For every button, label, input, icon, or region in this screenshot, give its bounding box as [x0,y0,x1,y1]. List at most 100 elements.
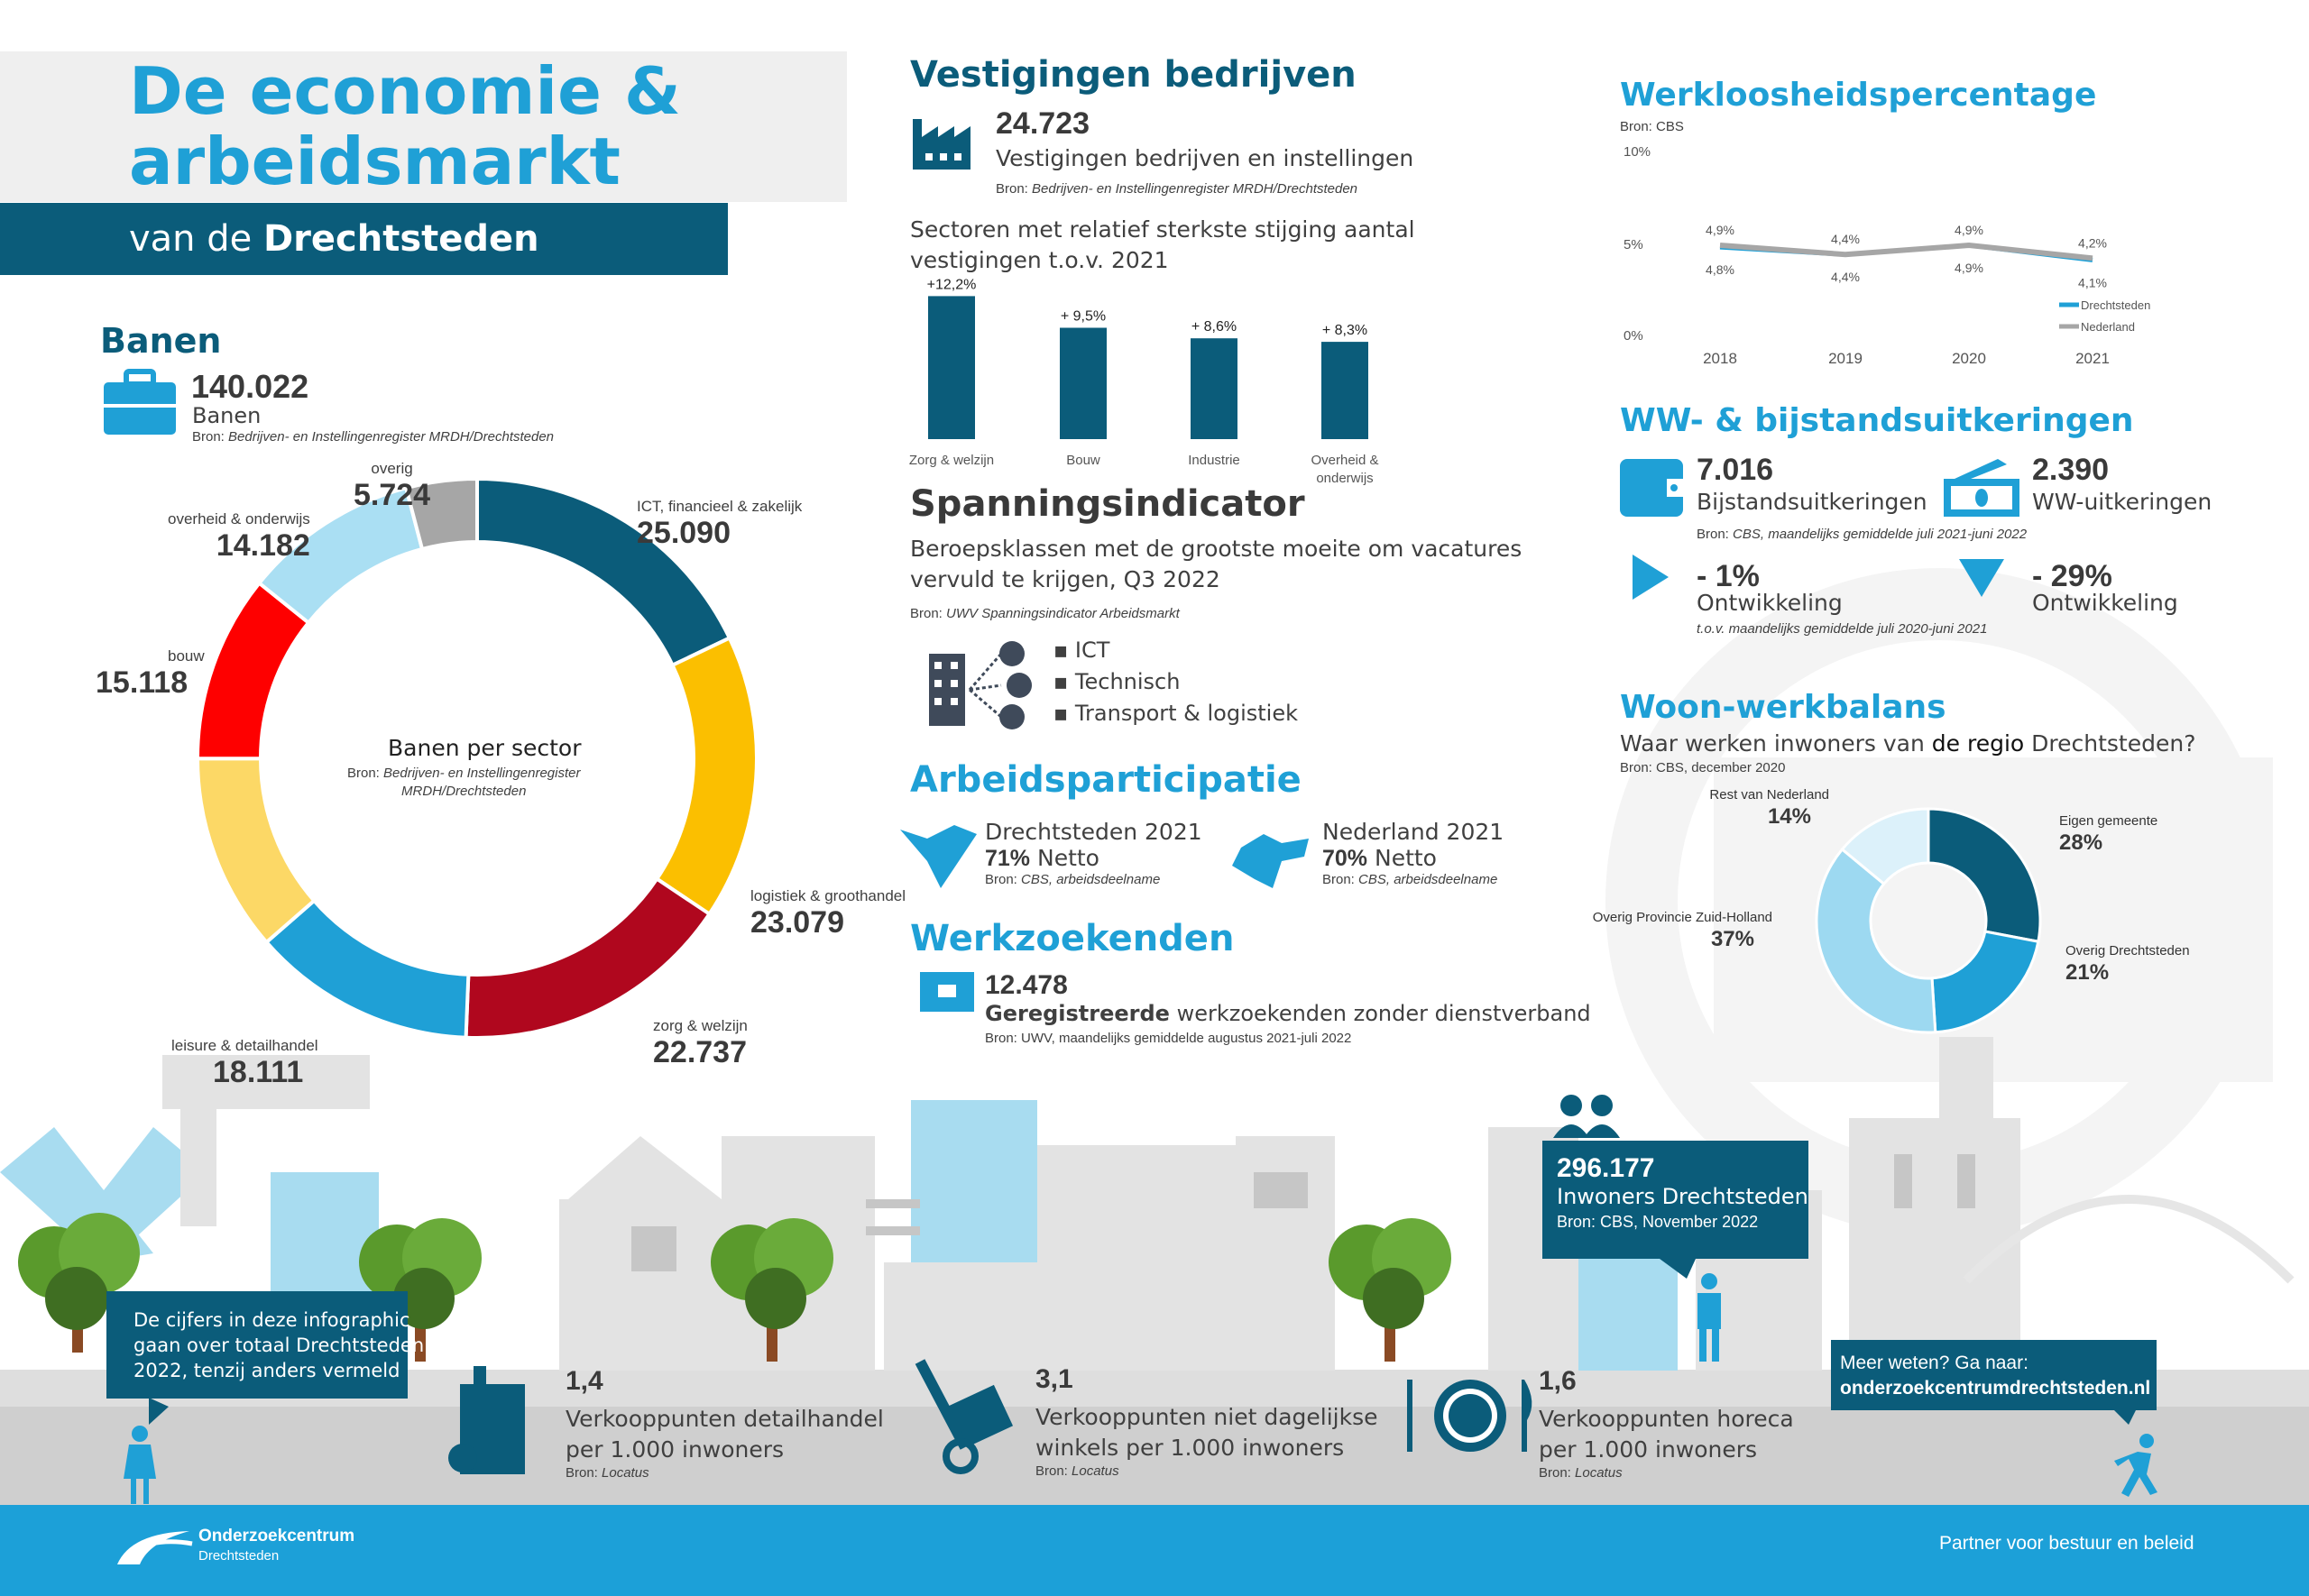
uitkeringen-heading: WW- & bijstandsuitkeringen [1620,402,2134,439]
person-icon [1660,1259,1721,1362]
data-label: 4,8% [1706,262,1734,277]
sector-name: ICT, financieel & zakelijk [637,498,803,515]
triangle-down-icon [1959,559,2004,597]
list-item-text: Transport & logistiek [1074,701,1298,726]
uitkeringen-source: Bron: CBS, maandelijks gemiddelde juli 2… [1697,527,2027,542]
website-link[interactable]: onderzoekcentrumdrechtsteden.nl [1840,1378,2151,1399]
inwoners-source: Bron: CBS, November 2022 [1557,1213,1759,1231]
sector-label-leisure: leisure & detailhandel 18.111 [171,1037,318,1090]
bijstand-value: 7.016 [1697,453,1774,487]
hand-truck-icon [915,1359,1014,1474]
stat-line: Verkooppunten horeca [1539,1406,1794,1432]
source-text: Bedrijven- en Instellingenregister MRDH/… [1032,181,1358,197]
legend-label: Drechtsteden [2081,298,2150,312]
woonwerk-source: Bron: CBS, december 2020 [1620,760,1786,775]
desc-line-2: vervuld te krijgen, Q3 2022 [910,566,1220,592]
source-prefix: Bron: [566,1465,598,1481]
list-item-text: Technisch [1074,669,1181,694]
sector-value: 25.090 [637,516,731,550]
region-unit: Netto [1375,845,1437,871]
donut-source: Bron: Bedrijven- en Instellingenregister… [347,765,580,801]
source-prefix: Bron: [1035,1463,1068,1479]
region-name: Drechtsteden 2021 [985,819,1202,845]
more-info-label: Meer weten? Ga naar: [1840,1353,2028,1373]
shopping-bag-icon [448,1366,525,1474]
x-tick-label: 2021 [2075,350,2110,367]
netherlands-map-icon [1232,834,1309,888]
pie-slice-value: 28% [2059,830,2102,855]
network-building-icon [929,641,1032,729]
logo-name: Onderzoekcentrum [198,1527,355,1546]
title-line-2: arbeidsmarkt [129,124,621,199]
pie-slice-value: 14% [1768,804,1811,829]
x-tick-label: 2020 [1952,350,1986,367]
source-prefix: Bron: [192,429,225,445]
pie-slice-name: Eigen gemeente [2059,813,2157,829]
x-tick-label: 2019 [1828,350,1863,367]
pie-slice [1840,807,1930,886]
data-label: 4,9% [1955,261,1983,275]
source-text: Bedrijven- en Instellingenregister MRDH/… [228,429,555,445]
werkzoekenden-heading: Werkzoekenden [910,918,1235,959]
person-icon [124,1398,169,1504]
werkzoekenden-value: 12.478 [985,970,1068,1000]
inwoners-box: 296.177 Inwoners Drechtsteden Bron: CBS,… [1542,1141,1808,1259]
bijstand-change-label: Ontwikkeling [1697,590,1843,616]
region-name: Nederland 2021 [1322,819,1504,845]
chart-title-line-2: vestigingen t.o.v. 2021 [910,247,1169,273]
title-line-1: De economie & [129,53,681,129]
bar [1321,342,1368,439]
participatie-heading: Arbeidsparticipatie [910,759,1302,801]
werkzoekenden-source: Bron: UWV, maandelijks gemiddelde august… [985,1031,1352,1046]
bar-category-label: onderwijs [1316,471,1373,486]
line-series-nederland [1719,243,2093,261]
source-prefix: Bron: [996,181,1028,197]
banen-value: 140.022 [191,368,309,405]
inwoners-value: 296.177 [1557,1153,1655,1183]
legend-label: Nederland [2081,320,2135,334]
sector-value: 5.724 [354,478,431,512]
woonwerk-heading: Woon-werkbalans [1620,689,1946,726]
bar-value-label: + 8,3% [1322,323,1367,338]
source-text: Locatus [1072,1463,1119,1479]
pie-slice [1930,930,2040,1034]
sector-name: bouw [168,647,205,665]
chart-title-line-1: Sectoren met relatief sterkste stijging … [910,216,1415,243]
bar [1191,338,1237,439]
werkzoekenden-label: Geregistreerde werkzoekenden zonder dien… [985,1001,1591,1026]
data-label: 4,2% [2078,235,2107,250]
stat-value: 3,1 [1035,1364,1073,1394]
stat-line: Verkooppunten niet dagelijkse [1035,1404,1378,1430]
list-item: ▪ Transport & logistiek [1053,701,1298,726]
source-prefix: Bron: [985,872,1017,887]
bar-category-label: Bouw [1066,453,1100,468]
sector-value: 15.118 [96,665,189,700]
uitkeringen-note: t.o.v. maandelijks gemiddelde juli 2020-… [1697,621,1988,637]
list-item: ▪ ICT [1053,637,1110,663]
sector-label-bouw: bouw 15.118 [96,647,205,701]
source-text: CBS, arbeidsdeelname [1358,872,1498,887]
logo-sub: Drechtsteden [198,1548,280,1564]
sector-value: 14.182 [216,528,310,563]
x-tick-label: 2018 [1703,350,1737,367]
callout-line: gaan over totaal Drechtsteden [133,1335,425,1356]
participatie-drechtsteden: Drechtsteden 2021 71% Netto Bron: CBS, a… [985,819,1202,887]
callout-line: 2022, tenzij anders vermeld [133,1360,400,1381]
bar-category-label: Overheid & [1311,453,1378,468]
ww-change-label: Ontwikkeling [2032,590,2178,616]
region-unit: Netto [1037,845,1099,871]
sector-name: zorg & welzijn [653,1017,748,1034]
callout-line: De cijfers in deze infographic [133,1309,410,1331]
pie-slice-value: 21% [2065,960,2109,985]
running-person-icon [2111,1407,2157,1497]
stat-value: 1,4 [566,1366,603,1396]
stat-line: Verkooppunten detailhandel [566,1406,884,1432]
pie-slice [1927,807,2042,943]
sector-label-zorg: zorg & welzijn 22.737 [653,1017,748,1070]
ww-change: - 29% [2032,559,2112,593]
money-icon [1944,459,2019,517]
stat-line: winkels per 1.000 inwoners [1035,1435,1345,1461]
